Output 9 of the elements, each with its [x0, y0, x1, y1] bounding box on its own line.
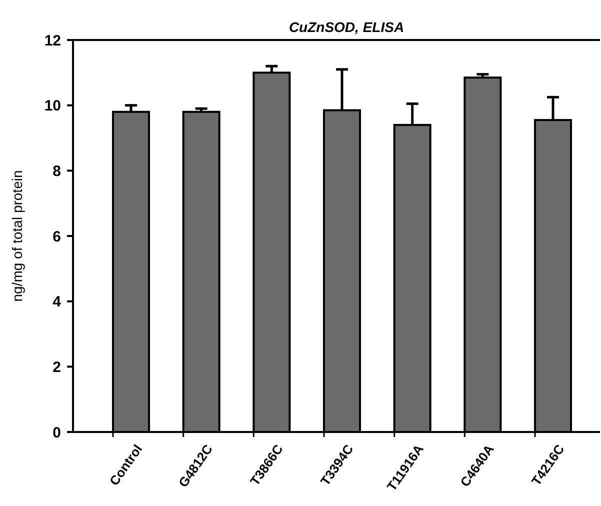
y-tick-label: 4 — [52, 294, 62, 311]
y-tick-label: 2 — [52, 358, 61, 376]
chart-title: CuZnSOD, ELISA — [288, 19, 404, 35]
y-tick-label: 6 — [52, 228, 61, 246]
y-axis-title: ng/mg of total protein — [9, 170, 25, 302]
y-tick-label: 0 — [52, 424, 61, 442]
y-tick-label: 8 — [52, 162, 61, 180]
y-tick-label: 10 — [44, 98, 61, 115]
y-tick-label: 12 — [44, 32, 61, 50]
